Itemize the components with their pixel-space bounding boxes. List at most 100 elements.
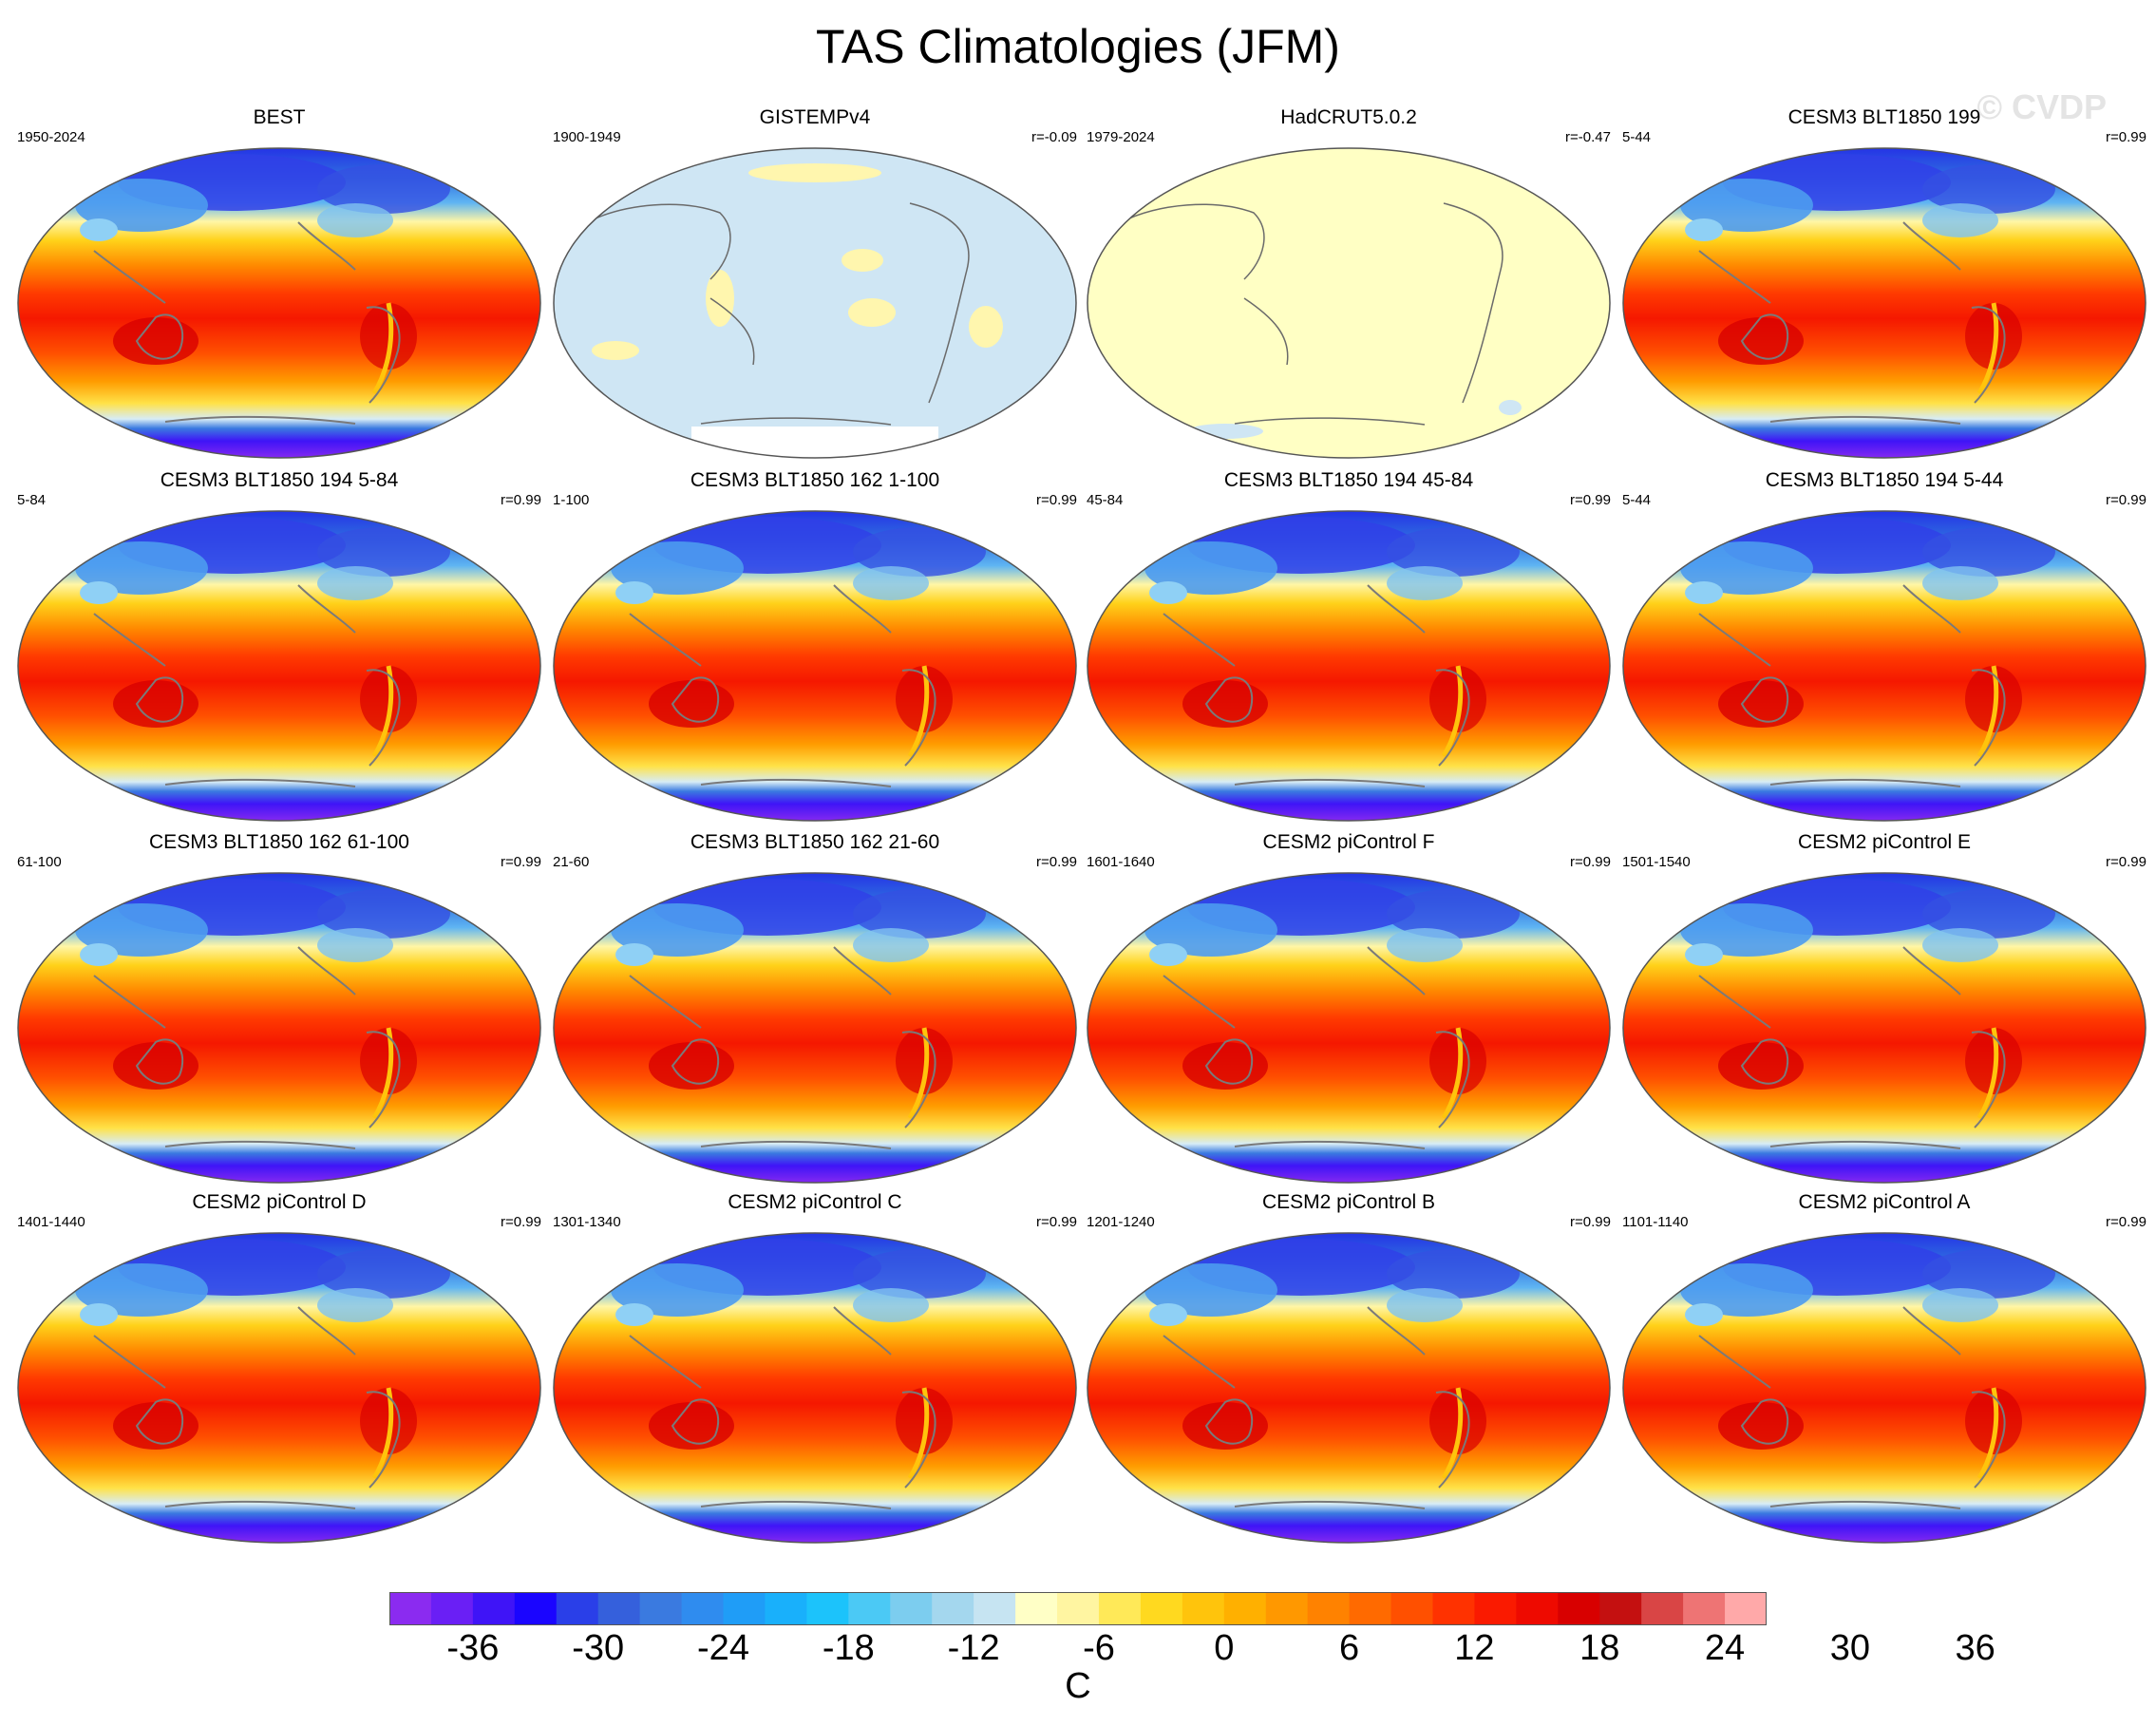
panel-title: CESM2 piControl B <box>1261 1191 1436 1213</box>
panel-title: HadCRUT5.0.2 <box>1280 106 1417 128</box>
colorbar-swatch <box>1349 1592 1392 1625</box>
panel-period: 21-60 <box>553 854 590 870</box>
colorbar-swatch <box>681 1592 725 1625</box>
colorbar-tick-label: 6 <box>1339 1628 1360 1668</box>
colorbar-swatch <box>1516 1592 1559 1625</box>
map-plot <box>1087 147 1611 459</box>
colorbar-swatch <box>806 1592 849 1625</box>
panel-correlation: r=0.99 <box>2106 129 2147 145</box>
colorbar <box>389 1592 1767 1625</box>
colorbar-swatch <box>1307 1592 1351 1625</box>
panel-title: CESM3 BLT1850 162 1-100 <box>690 469 940 491</box>
colorbar-swatch <box>723 1592 766 1625</box>
map-panel: HadCRUT5.0.2 1979-2024 r=-0.47 <box>1083 106 1615 467</box>
colorbar-tick-label: 18 <box>1579 1628 1620 1668</box>
map-panel: CESM2 piControl A 1101-1140 r=0.99 <box>1618 1191 2150 1552</box>
panel-correlation: r=0.99 <box>1570 492 1611 508</box>
colorbar-swatch <box>1558 1592 1600 1625</box>
panel-period: 5-44 <box>1622 492 1652 508</box>
panel-title: CESM3 BLT1850 199 <box>1787 106 1981 128</box>
colorbar-swatch <box>1390 1592 1434 1625</box>
panel-period: 61-100 <box>17 854 62 870</box>
panel-period: 1201-1240 <box>1087 1214 1155 1230</box>
panel-title: CESM3 BLT1850 194 5-84 <box>160 469 399 491</box>
colorbar-tick-label: 30 <box>1829 1628 1871 1668</box>
panel-correlation: r=0.99 <box>1036 854 1077 870</box>
panel-title: CESM2 piControl D <box>192 1191 367 1213</box>
map-plot <box>553 147 1077 459</box>
panel-correlation: r=0.99 <box>501 492 541 508</box>
panel-title: CESM3 BLT1850 194 5-44 <box>1765 469 2004 491</box>
map-plot <box>1622 872 2147 1184</box>
colorbar-swatch <box>1265 1592 1309 1625</box>
colorbar-swatch <box>1140 1592 1183 1625</box>
panel-period: 1601-1640 <box>1087 854 1155 870</box>
colorbar-swatch <box>1641 1592 1684 1625</box>
colorbar-tick-label: -36 <box>446 1628 500 1668</box>
panel-correlation: r=0.99 <box>2106 854 2147 870</box>
colorbar-label: C <box>1065 1666 1091 1706</box>
colorbar-tick-label: -6 <box>1083 1628 1115 1668</box>
panel-period: 1301-1340 <box>553 1214 621 1230</box>
colorbar-swatch <box>974 1592 1016 1625</box>
panel-period: 1979-2024 <box>1087 129 1155 145</box>
map-panel: CESM2 piControl B 1201-1240 r=0.99 <box>1083 1191 1615 1552</box>
colorbar-swatch <box>472 1592 516 1625</box>
panel-period: 1-100 <box>553 492 590 508</box>
panel-period: 5-84 <box>17 492 47 508</box>
colorbar-swatch <box>1015 1592 1058 1625</box>
map-plot <box>17 1232 541 1544</box>
panel-period: 45-84 <box>1087 492 1124 508</box>
colorbar-tick-label: -18 <box>822 1628 875 1668</box>
map-panel: CESM3 BLT1850 194 45-84 45-84 r=0.99 <box>1083 469 1615 830</box>
colorbar-swatch <box>597 1592 641 1625</box>
colorbar-tick-label: 36 <box>1955 1628 1995 1668</box>
map-plot <box>1087 1232 1611 1544</box>
panel-correlation: r=0.99 <box>1570 854 1611 870</box>
colorbar-swatch <box>556 1592 599 1625</box>
map-panel: CESM3 BLT1850 162 21-60 21-60 r=0.99 <box>549 831 1081 1192</box>
panel-title: GISTEMPv4 <box>759 106 871 128</box>
colorbar-swatch <box>1725 1592 1767 1625</box>
map-panel: CESM2 piControl F 1601-1640 r=0.99 <box>1083 831 1615 1192</box>
colorbar-tick-label: 24 <box>1704 1628 1746 1668</box>
panel-correlation: r=0.99 <box>1036 492 1077 508</box>
map-plot <box>1622 147 2147 459</box>
colorbar-swatch <box>1057 1592 1100 1625</box>
colorbar-tick-label: -12 <box>947 1628 1000 1668</box>
map-plot <box>553 1232 1077 1544</box>
colorbar-swatch <box>389 1592 432 1625</box>
panel-title: CESM3 BLT1850 194 45-84 <box>1223 469 1474 491</box>
map-panel: CESM2 piControl E 1501-1540 r=0.99 <box>1618 831 2150 1192</box>
panel-correlation: r=0.99 <box>1036 1214 1077 1230</box>
map-panel: CESM2 piControl D 1401-1440 r=0.99 <box>13 1191 545 1552</box>
panel-period: 1950-2024 <box>17 129 85 145</box>
colorbar-swatch <box>514 1592 558 1625</box>
panel-period: 1900-1949 <box>553 129 621 145</box>
panel-title: BEST <box>253 106 306 128</box>
colorbar-swatch <box>1683 1592 1726 1625</box>
colorbar-tick-label: 12 <box>1454 1628 1495 1668</box>
map-plot <box>1087 872 1611 1184</box>
panel-correlation: r=0.99 <box>501 854 541 870</box>
panel-correlation: r=0.99 <box>2106 492 2147 508</box>
colorbar-tick-label: 0 <box>1214 1628 1235 1668</box>
colorbar-swatch <box>430 1592 474 1625</box>
panel-period: 1401-1440 <box>17 1214 85 1230</box>
panel-period: 1101-1140 <box>1622 1214 1689 1230</box>
map-plot <box>553 510 1077 822</box>
panel-correlation: r=-0.09 <box>1031 129 1077 145</box>
colorbar-swatch <box>1599 1592 1642 1625</box>
panel-title: CESM3 BLT1850 162 61-100 <box>149 831 409 853</box>
panel-correlation: r=-0.47 <box>1565 129 1611 145</box>
map-panel: GISTEMPv4 1900-1949 r=-0.09 <box>549 106 1081 467</box>
panel-title: CESM2 piControl C <box>728 1191 902 1213</box>
figure-title: TAS Climatologies (JFM) <box>816 20 1340 73</box>
panel-correlation: r=0.99 <box>1570 1214 1611 1230</box>
colorbar-swatch <box>639 1592 683 1625</box>
map-plot <box>17 147 541 459</box>
colorbar-tick-label: -24 <box>697 1628 749 1668</box>
colorbar-swatch <box>848 1592 891 1625</box>
map-plot <box>1087 510 1611 822</box>
panel-title: CESM3 BLT1850 162 21-60 <box>690 831 940 853</box>
